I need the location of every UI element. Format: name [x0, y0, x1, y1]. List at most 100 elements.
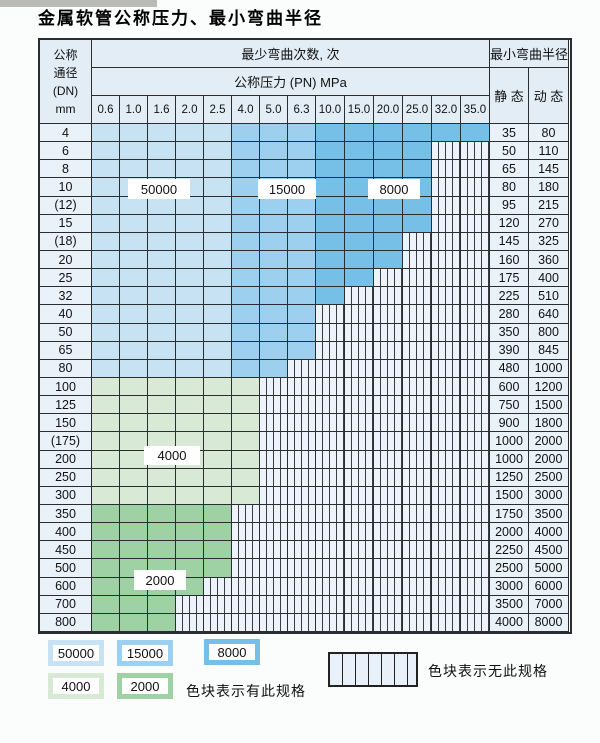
spec-cell-available — [92, 323, 120, 342]
spec-cell-available — [288, 341, 316, 360]
spec-cell-available — [232, 214, 260, 233]
spec-cell-unavailable — [403, 577, 432, 596]
pressure-col-header: 2.0 — [176, 96, 204, 124]
spec-cell-unavailable — [432, 559, 461, 578]
spec-cell-unavailable — [461, 232, 490, 251]
spec-cell-unavailable — [316, 341, 345, 360]
dynamic-radius-cell: 145 — [529, 160, 569, 179]
spec-cell-available — [232, 160, 260, 179]
dn-cell: 50 — [40, 323, 92, 342]
spec-cell-available — [92, 160, 120, 179]
spec-cell-available — [92, 124, 120, 143]
spec-cell-available — [260, 142, 288, 161]
spec-cell-unavailable — [374, 468, 403, 487]
static-radius-cell: 4000 — [490, 613, 529, 632]
spec-cell-unavailable — [374, 486, 403, 505]
spec-cell-available — [374, 214, 403, 233]
dynamic-radius-cell: 1800 — [529, 414, 569, 433]
spec-cell-unavailable — [345, 432, 374, 451]
spec-cell-unavailable — [403, 414, 432, 433]
spec-cell-available — [403, 214, 432, 233]
dn-cell: 10 — [40, 178, 92, 197]
spec-cell-available — [92, 359, 120, 378]
legend-swatch-label: 15000 — [122, 645, 168, 661]
spec-cell-available — [176, 396, 204, 415]
spec-cell-available — [148, 613, 176, 632]
spec-cell-available — [120, 595, 148, 614]
spec-cell-unavailable — [432, 196, 461, 215]
spec-cell-available — [92, 486, 120, 505]
dn-cell: (18) — [40, 232, 92, 251]
spec-cell-unavailable — [374, 432, 403, 451]
pressure-col-header: 0.6 — [92, 96, 120, 124]
spec-cell-unavailable — [260, 432, 288, 451]
spec-cell-unavailable — [374, 287, 403, 306]
spec-cell-available — [374, 124, 403, 143]
spec-cell-unavailable — [432, 269, 461, 288]
pressure-col-header: 35.0 — [461, 96, 490, 124]
spec-cell-available — [92, 541, 120, 560]
spec-cell-unavailable — [260, 595, 288, 614]
spec-cell-unavailable — [345, 287, 374, 306]
spec-cell-unavailable — [345, 378, 374, 397]
static-header: 静 态 — [490, 68, 529, 124]
spec-cell-unavailable — [461, 396, 490, 415]
spec-cell-available — [432, 124, 461, 143]
static-radius-cell: 390 — [490, 341, 529, 360]
spec-cell-available — [260, 287, 288, 306]
spec-cell-available — [204, 251, 232, 270]
bend-times-region-label: 50000 — [128, 179, 190, 199]
radius-header: 最小弯曲半径 — [490, 40, 569, 68]
spec-cell-available — [148, 124, 176, 143]
spec-cell-available — [288, 160, 316, 179]
spec-cell-unavailable — [316, 523, 345, 542]
spec-cell-unavailable — [374, 323, 403, 342]
spec-cell-available — [176, 214, 204, 233]
spec-cell-available — [288, 323, 316, 342]
spec-cell-available — [92, 142, 120, 161]
legend-swatch: 2000 — [117, 673, 173, 699]
spec-cell-available — [316, 178, 345, 197]
spec-cell-unavailable — [232, 577, 260, 596]
spec-cell-unavailable — [316, 378, 345, 397]
dn-cell: 8 — [40, 160, 92, 179]
spec-cell-available — [461, 124, 490, 143]
spec-cell-available — [92, 287, 120, 306]
spec-cell-available — [176, 378, 204, 397]
static-radius-cell: 2000 — [490, 523, 529, 542]
spec-cell-unavailable — [316, 595, 345, 614]
spec-cell-available — [232, 414, 260, 433]
spec-cell-available — [260, 305, 288, 324]
spec-cell-available — [176, 341, 204, 360]
dn-cell: 40 — [40, 305, 92, 324]
spec-cell-available — [316, 124, 345, 143]
spec-cell-available — [260, 323, 288, 342]
spec-cell-unavailable — [260, 613, 288, 632]
static-radius-cell: 120 — [490, 214, 529, 233]
legend-swatch-label: 50000 — [53, 645, 99, 661]
spec-cell-unavailable — [461, 269, 490, 288]
spec-cell-available — [120, 505, 148, 524]
spec-cell-available — [176, 414, 204, 433]
spec-cell-available — [232, 142, 260, 161]
spec-cell-available — [176, 196, 204, 215]
spec-cell-available — [92, 232, 120, 251]
dynamic-radius-cell: 270 — [529, 214, 569, 233]
pressure-col-header: 10.0 — [316, 96, 345, 124]
legend-swatch-label: 2000 — [122, 678, 168, 694]
spec-cell-available — [204, 378, 232, 397]
spec-cell-available — [148, 486, 176, 505]
spec-cell-available — [176, 523, 204, 542]
static-radius-cell: 80 — [490, 178, 529, 197]
spec-cell-available — [148, 468, 176, 487]
dynamic-radius-cell: 5000 — [529, 559, 569, 578]
spec-cell-available — [204, 559, 232, 578]
spec-cell-available — [288, 232, 316, 251]
spec-cell-available — [148, 396, 176, 415]
bend-times-region-label: 8000 — [368, 179, 420, 199]
spec-cell-unavailable — [432, 613, 461, 632]
spec-cell-available — [374, 160, 403, 179]
spec-cell-unavailable — [260, 541, 288, 560]
spec-cell-available — [204, 341, 232, 360]
spec-cell-available — [232, 378, 260, 397]
